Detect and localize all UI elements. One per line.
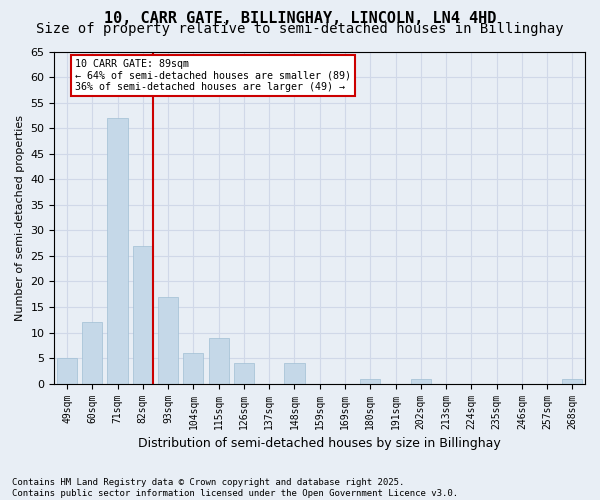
Text: Size of property relative to semi-detached houses in Billinghay: Size of property relative to semi-detach… xyxy=(36,22,564,36)
Text: 10, CARR GATE, BILLINGHAY, LINCOLN, LN4 4HD: 10, CARR GATE, BILLINGHAY, LINCOLN, LN4 … xyxy=(104,11,496,26)
X-axis label: Distribution of semi-detached houses by size in Billinghay: Distribution of semi-detached houses by … xyxy=(139,437,501,450)
Bar xyxy=(183,353,203,384)
Bar xyxy=(158,297,178,384)
Bar xyxy=(82,322,103,384)
Text: Contains HM Land Registry data © Crown copyright and database right 2025.
Contai: Contains HM Land Registry data © Crown c… xyxy=(12,478,458,498)
Bar xyxy=(562,378,583,384)
Y-axis label: Number of semi-detached properties: Number of semi-detached properties xyxy=(15,114,25,320)
Bar xyxy=(410,378,431,384)
Text: 10 CARR GATE: 89sqm
← 64% of semi-detached houses are smaller (89)
36% of semi-d: 10 CARR GATE: 89sqm ← 64% of semi-detach… xyxy=(74,59,350,92)
Bar xyxy=(133,246,153,384)
Bar xyxy=(284,364,305,384)
Bar xyxy=(234,364,254,384)
Bar xyxy=(107,118,128,384)
Bar xyxy=(57,358,77,384)
Bar xyxy=(209,338,229,384)
Bar xyxy=(360,378,380,384)
